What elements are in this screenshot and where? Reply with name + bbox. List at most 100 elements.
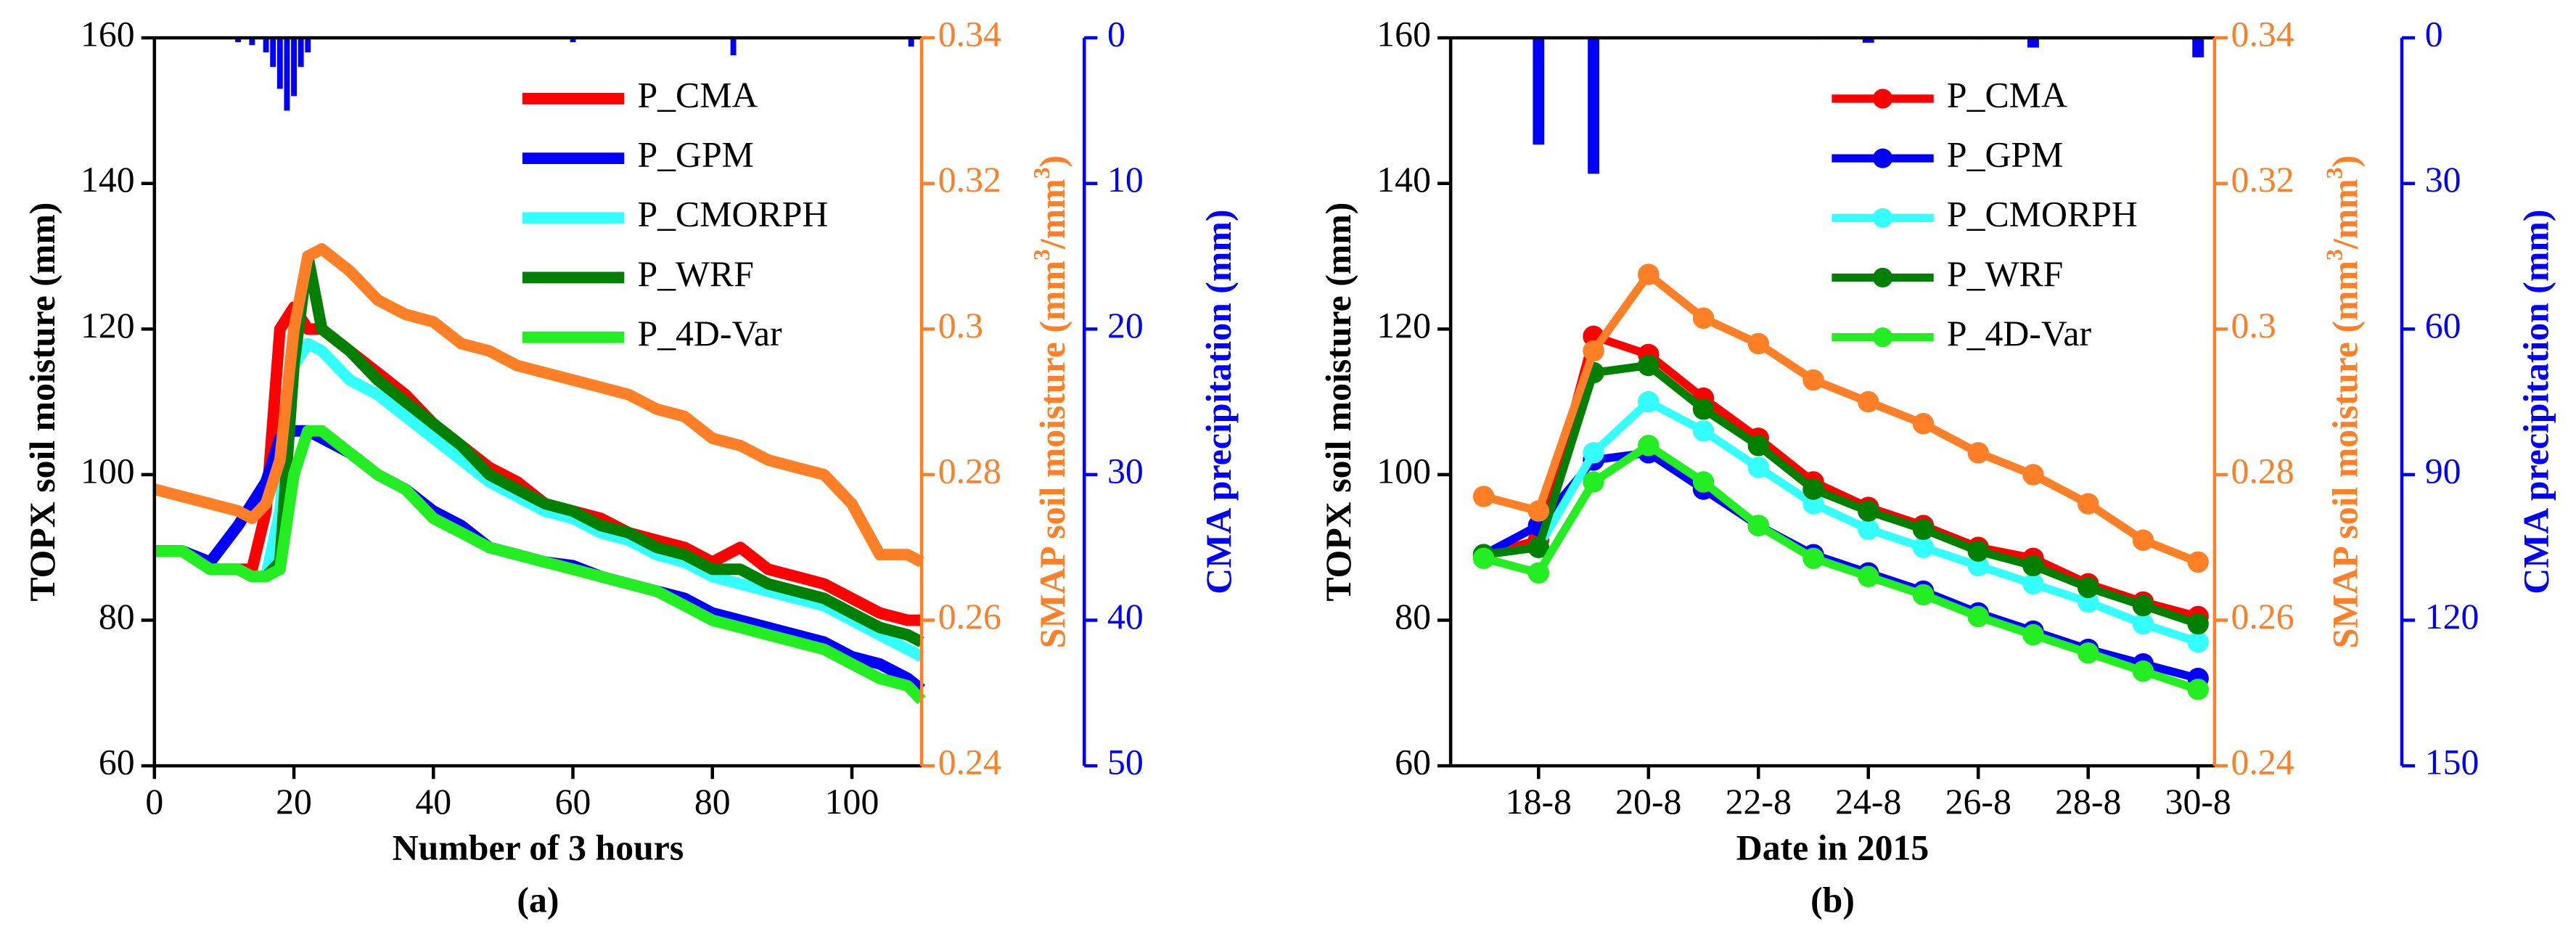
- precip-bar: [570, 38, 576, 43]
- x-tick-label: 80: [694, 782, 731, 822]
- y2-tick-label: 0.34: [938, 15, 1001, 54]
- precip-bar: [1862, 38, 1874, 43]
- precip-bar: [2027, 38, 2039, 48]
- y2-tick-label: 0.32: [2231, 160, 2294, 200]
- series-marker: [2187, 551, 2209, 573]
- series-marker: [1802, 478, 1824, 500]
- y2-tick-label: 0.26: [2231, 597, 2294, 637]
- y2-axis-label: SMAP soil moisture (mm3/mm3): [2321, 155, 2366, 648]
- series-marker: [1967, 540, 1989, 562]
- x-tick-label: 20: [276, 782, 312, 822]
- y-tick-label: 160: [81, 15, 135, 54]
- precip-bar: [1533, 38, 1545, 145]
- chart-panel: 0 20 40 60 80 10060801001201401600.240.260.28…: [22, 15, 1239, 920]
- series-marker: [2187, 631, 2209, 653]
- series-marker: [1802, 369, 1824, 391]
- series-marker: [1967, 442, 1989, 464]
- y-tick-label: 140: [81, 160, 135, 200]
- y2-axis-label-part: ): [1033, 155, 1072, 168]
- y2-axis-label-part: /mm: [2326, 179, 2366, 250]
- x-tick-label: 24-8: [1835, 782, 1901, 822]
- legend-label: P_CMORPH: [637, 195, 828, 234]
- legend-marker: [1872, 208, 1893, 228]
- panel-label: (b): [1810, 880, 1855, 920]
- series-marker: [2132, 529, 2154, 551]
- y2-tick-label: 0.24: [2231, 742, 2294, 782]
- precip-bar: [2192, 38, 2204, 57]
- legend-label: P_CMA: [637, 75, 758, 115]
- y2-tick-label: 0.28: [2231, 451, 2294, 491]
- y-tick-label: 80: [99, 597, 135, 637]
- series-marker: [2022, 464, 2044, 486]
- x-tick-label: 18-8: [1506, 782, 1572, 822]
- y-tick-label: 80: [1395, 597, 1431, 637]
- x-tick-label: 100: [825, 782, 879, 822]
- y3-axis-label: CMA precipitation (mm): [2516, 210, 2556, 594]
- precip-bar: [263, 38, 269, 53]
- chart-panel: 18-8 20-8 22-8 24-8 26-8 28-8 30-8 60 80 100 120 14…: [1318, 15, 2556, 920]
- y-tick-label: 120: [1377, 306, 1431, 345]
- precip-bar: [730, 38, 737, 56]
- series-marker: [1912, 518, 1935, 540]
- legend-marker: [1872, 327, 1893, 348]
- precip-bar: [235, 38, 242, 43]
- precip-bar: [305, 38, 311, 53]
- y2-axis-label-part: ): [2326, 155, 2366, 168]
- legend-label: P_CMA: [1947, 75, 2067, 115]
- x-tick-label: 20-8: [1615, 782, 1681, 822]
- y-axis-label: TOPX soil moisture (mm): [22, 202, 62, 602]
- y2-axis-label-part: 3: [1029, 168, 1054, 179]
- series-marker: [2187, 679, 2209, 700]
- x-tick-label: 26-8: [1945, 782, 2011, 822]
- y3-tick-label: 10: [1107, 160, 1144, 200]
- y2-axis-label-part: SMAP soil moisture (mm: [2326, 261, 2366, 648]
- x-tick-label: 30-8: [2165, 782, 2231, 822]
- legend-marker: [1872, 148, 1893, 168]
- series-marker: [1912, 536, 1935, 558]
- series-marker: [1638, 354, 1660, 377]
- series-marker: [1912, 584, 1935, 606]
- x-tick-label: 40: [415, 782, 451, 822]
- series-marker: [1638, 435, 1660, 457]
- precip-bar: [908, 38, 914, 47]
- y2-tick-label: 0.28: [938, 451, 1001, 491]
- y2-tick-label: 0.24: [938, 742, 1001, 782]
- y3-tick-label: 0: [2425, 15, 2443, 54]
- series-marker: [1692, 471, 1715, 493]
- y-tick-label: 100: [1377, 451, 1431, 491]
- y2-tick-label: 0.32: [938, 160, 1001, 200]
- precip-bar: [1588, 38, 1599, 174]
- y-tick-label: 60: [99, 742, 135, 782]
- series-marker: [1638, 390, 1660, 413]
- series-marker: [1527, 536, 1550, 558]
- y2-tick-label: 0.3: [2231, 306, 2276, 345]
- y3-tick-label: 40: [1107, 597, 1144, 637]
- legend-label: P_GPM: [1947, 135, 2064, 175]
- legend-label: P_4D-Var: [1947, 314, 2092, 353]
- series-marker: [1472, 486, 1495, 507]
- series-marker: [1858, 565, 1879, 588]
- y-tick-label: 140: [1377, 160, 1431, 200]
- precip-bar: [249, 38, 255, 46]
- legend-label: P_CMORPH: [1947, 195, 2138, 234]
- series-line: [154, 338, 924, 662]
- x-axis-label: Date in 2015: [1736, 827, 1929, 867]
- x-tick-label: 60: [555, 782, 591, 822]
- series-marker: [1967, 605, 1989, 628]
- series-marker: [1692, 398, 1715, 420]
- y2-axis-label-part: 3: [1029, 249, 1054, 261]
- y2-axis-label-part: 3: [2321, 168, 2347, 179]
- y-tick-label: 160: [1377, 15, 1431, 54]
- series-marker: [1747, 435, 1769, 457]
- series-marker: [2077, 642, 2099, 664]
- series-marker: [2077, 576, 2099, 599]
- series-marker: [2132, 594, 2154, 617]
- y2-tick-label: 0.34: [2231, 15, 2294, 54]
- series-marker: [1747, 515, 1769, 536]
- legend-label: P_WRF: [637, 254, 754, 294]
- x-axis-label: Number of 3 hours: [393, 827, 684, 867]
- series-marker: [1858, 518, 1879, 540]
- y3-tick-label: 30: [2425, 160, 2461, 200]
- legend-label: P_GPM: [637, 135, 754, 175]
